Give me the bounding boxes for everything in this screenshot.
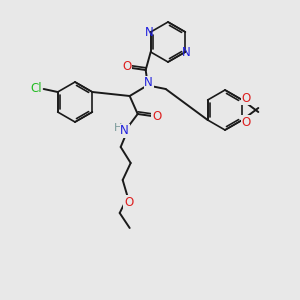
Text: O: O (122, 61, 131, 74)
Text: Cl: Cl (31, 82, 43, 95)
Text: O: O (124, 196, 133, 208)
Text: N: N (144, 76, 153, 89)
Text: N: N (182, 46, 191, 59)
Text: O: O (242, 92, 251, 104)
Text: N: N (145, 26, 154, 38)
Text: H: H (113, 123, 122, 133)
Text: N: N (120, 124, 129, 137)
Text: O: O (242, 116, 251, 128)
Text: O: O (152, 110, 161, 122)
